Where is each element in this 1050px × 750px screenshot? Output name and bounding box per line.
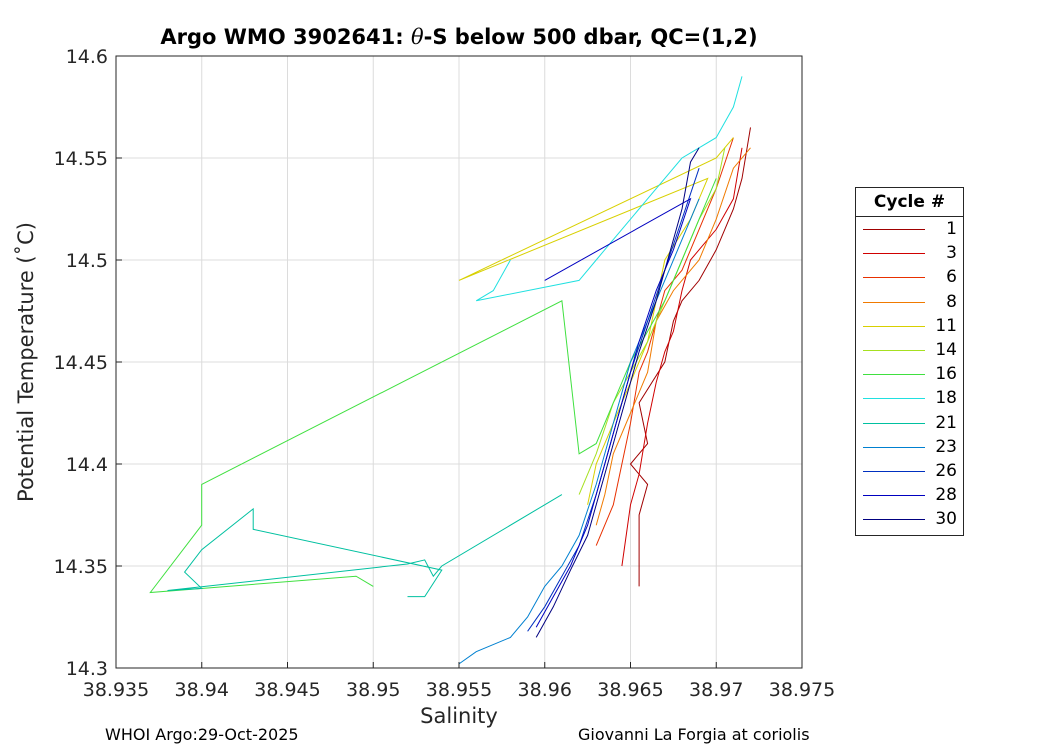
legend-item: 23 [856, 435, 963, 459]
y-ticks: 14.3 14.35 14.4 14.45 14.5 14.55 14.6 [54, 46, 122, 680]
y-axis-label: Potential Temperature (˚C) [14, 222, 38, 502]
legend-swatch [863, 470, 925, 472]
x-tick-label: 38.935 [83, 679, 149, 701]
series-line-cycle-18 [475, 76, 743, 302]
legend-swatch [863, 398, 925, 400]
legend-swatch [863, 229, 925, 230]
legend-label: 16 [935, 364, 957, 385]
legend-label: 3 [946, 243, 957, 264]
legend-swatch [863, 374, 925, 376]
series-line-cycle-11 [458, 137, 734, 505]
legend-item: 21 [856, 411, 963, 435]
legend-label: 11 [935, 315, 957, 336]
series-line-cycle-26 [527, 168, 700, 632]
y-tick-label: 14.6 [66, 46, 108, 68]
x-tick-label: 38.955 [426, 679, 492, 701]
legend-item: 14 [856, 338, 963, 362]
series-line-cycle-1 [629, 127, 751, 587]
y-tick-label: 14.45 [54, 352, 108, 374]
y-tick-label: 14.3 [66, 658, 108, 680]
series-line-cycle-14 [578, 147, 726, 495]
legend-label: 1 [946, 219, 957, 239]
legend-label: 26 [935, 460, 957, 481]
legend-label: 30 [935, 509, 957, 530]
legend-item: 18 [856, 386, 963, 410]
x-tick-label: 38.96 [518, 679, 572, 701]
legend-item: 26 [856, 459, 963, 483]
title-theta: θ [410, 25, 424, 49]
chart-title: Argo WMO 3902641: θ-S below 500 dbar, QC… [116, 25, 802, 49]
title-suffix: -S below 500 dbar, QC=(1,2) [423, 25, 758, 49]
series-line-cycle-21 [167, 494, 563, 598]
legend-swatch [863, 277, 925, 279]
y-tick-label: 14.4 [66, 454, 108, 476]
x-tick-label: 38.975 [769, 679, 835, 701]
series-line-cycle-3 [621, 147, 743, 567]
legend-swatch [863, 301, 925, 303]
legend-label: 8 [946, 291, 957, 312]
legend-rows: 1 3 6 8 11 14 16 18 21 23 26 28 30 [856, 217, 963, 531]
legend-swatch [863, 422, 925, 424]
legend-label: 21 [935, 412, 957, 433]
x-tick-label: 38.965 [597, 679, 663, 701]
series-line-cycle-30 [535, 147, 700, 638]
series-line-cycle-6 [595, 137, 734, 546]
legend-swatch [863, 446, 925, 448]
x-ticks: 38.935 38.94 38.945 38.95 38.955 38.96 38.965 3… [83, 662, 835, 701]
footer-right: Giovanni La Forgia at coriolis [578, 725, 810, 744]
series-line-cycle-28 [535, 197, 692, 628]
legend-swatch [863, 349, 925, 351]
series-line-cycle-23 [458, 198, 700, 665]
y-tick-label: 14.35 [54, 556, 108, 578]
x-tick-label: 38.945 [254, 679, 320, 701]
legend-label: 28 [935, 485, 957, 506]
legend-swatch [863, 325, 925, 327]
grid [115, 55, 803, 669]
legend-item: 11 [856, 314, 963, 338]
legend-item: 28 [856, 483, 963, 507]
title-prefix: Argo WMO 3902641: [160, 25, 411, 49]
legend-title: Cycle # [856, 188, 963, 217]
legend-item: 8 [856, 290, 963, 314]
legend-swatch [863, 253, 925, 255]
legend-item: 16 [856, 362, 963, 386]
y-tick-label: 14.55 [54, 148, 108, 170]
legend-swatch [863, 519, 925, 521]
legend-item: 30 [856, 507, 963, 531]
footer-left: WHOI Argo:29-Oct-2025 [105, 725, 299, 744]
legend-label: 23 [935, 436, 957, 457]
legend-label: 18 [935, 388, 957, 409]
series-lines [149, 76, 751, 665]
x-axis-label: Salinity [420, 704, 498, 728]
x-tick-label: 38.94 [175, 679, 229, 701]
legend-label: 6 [946, 267, 957, 288]
legend: Cycle # 1 3 6 8 11 14 16 18 21 23 26 28 30 [855, 187, 964, 536]
legend-label: 14 [935, 339, 957, 360]
x-tick-label: 38.97 [689, 679, 743, 701]
legend-item: 1 [856, 217, 963, 241]
y-tick-label: 14.5 [66, 250, 108, 272]
legend-item: 6 [856, 265, 963, 289]
series-line-cycle-16 [149, 178, 717, 594]
x-tick-label: 38.95 [346, 679, 400, 701]
legend-item: 3 [856, 241, 963, 265]
legend-swatch [863, 495, 925, 497]
